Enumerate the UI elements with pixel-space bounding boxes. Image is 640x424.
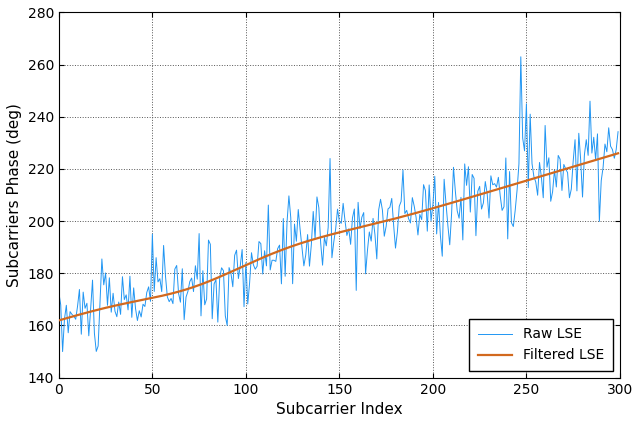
Raw LSE xyxy=(614,129,622,134)
Raw LSE xyxy=(566,195,573,200)
Raw LSE xyxy=(57,302,65,307)
Filtered LSE xyxy=(55,318,63,323)
Filtered LSE xyxy=(526,177,534,182)
Raw LSE xyxy=(390,223,397,228)
Filtered LSE xyxy=(57,317,65,322)
Filtered LSE xyxy=(388,217,396,222)
Raw LSE xyxy=(399,167,407,173)
Y-axis label: Subcarriers Phase (deg): Subcarriers Phase (deg) xyxy=(7,103,22,287)
Raw LSE xyxy=(517,54,525,59)
Legend: Raw LSE, Filtered LSE: Raw LSE, Filtered LSE xyxy=(469,319,613,371)
Line: Filtered LSE: Filtered LSE xyxy=(59,153,618,321)
Filtered LSE xyxy=(614,151,622,156)
X-axis label: Subcarrier Index: Subcarrier Index xyxy=(276,402,403,417)
Filtered LSE xyxy=(397,215,405,220)
Filtered LSE xyxy=(386,218,394,223)
Filtered LSE xyxy=(562,166,570,171)
Raw LSE xyxy=(59,349,67,354)
Line: Raw LSE: Raw LSE xyxy=(59,57,618,351)
Raw LSE xyxy=(388,196,396,201)
Raw LSE xyxy=(55,290,63,295)
Raw LSE xyxy=(530,174,538,179)
